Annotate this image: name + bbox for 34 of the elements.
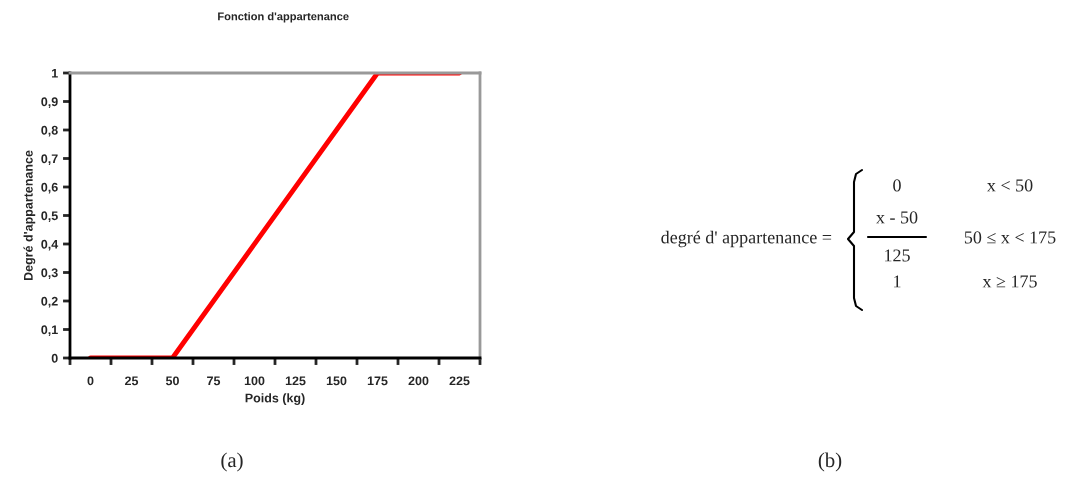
chart-title: Fonction d'appartenance: [218, 12, 349, 23]
x-tick-label: 100: [244, 376, 265, 386]
text: 50 ≤ x < 175: [964, 231, 1056, 244]
text: degré d' appartenance =: [661, 230, 832, 248]
text: 125: [885, 249, 910, 262]
text: (b): [818, 452, 842, 472]
y-tick-label: 0,8: [41, 125, 58, 137]
x-tick-label: 75: [207, 376, 221, 386]
x-tick-label: 150: [326, 376, 347, 386]
x-axis-title: Poids (kg): [245, 393, 305, 405]
y-tick-label: 1: [52, 68, 58, 78]
y-tick-label: 0,1: [41, 325, 58, 336]
text: x < 50: [987, 179, 1033, 192]
text: x ≥ 175: [982, 275, 1037, 288]
y-tick-label: 0: [51, 353, 58, 363]
y-axis-title: Degré d'appartenance: [23, 150, 36, 281]
x-tick-label: 0: [87, 376, 94, 386]
y-tick-label: 0,6: [41, 182, 58, 194]
text: 0: [893, 179, 901, 192]
x-tick-label: 25: [124, 376, 139, 386]
y-tick-label: 0,3: [41, 268, 58, 279]
x-tick-label: 50: [165, 376, 179, 386]
y-tick-label: 0,2: [41, 296, 58, 308]
x-tick-label: 175: [367, 376, 388, 386]
text: x - 50: [876, 211, 918, 224]
text: (a): [221, 452, 243, 472]
x-tick-label: 125: [285, 376, 306, 386]
y-tick-label: 0,7: [41, 154, 58, 165]
text: 1: [894, 275, 901, 288]
y-tick-label: 0,5: [41, 211, 58, 222]
y-tick-label: 0,4: [41, 239, 59, 251]
y-tick-label: 0,9: [41, 97, 58, 108]
x-tick-label: 225: [449, 376, 470, 386]
x-tick-label: 200: [408, 376, 429, 386]
